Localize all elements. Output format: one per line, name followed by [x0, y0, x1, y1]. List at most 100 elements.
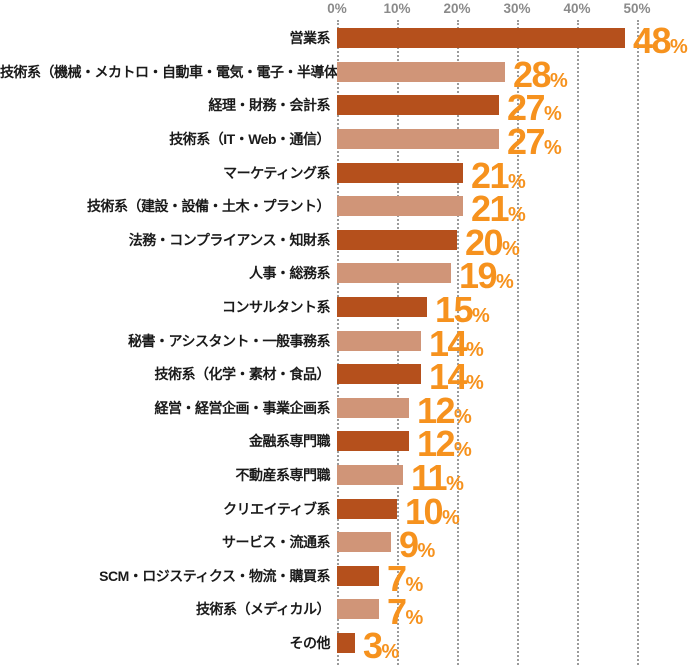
percent-sign: % [544, 137, 562, 160]
bar [337, 95, 499, 116]
gridline [457, 20, 459, 665]
bar-row: 技術系（IT・Web・通信） 27% [0, 122, 691, 160]
bar-row: 人事・総務系 19% [0, 257, 691, 294]
bar-row: 秘書・アシスタント・一般事務系 14% [0, 324, 691, 361]
value-number: 28 [513, 53, 552, 95]
bar-row: マーケティング系 21% [0, 156, 691, 193]
bar [337, 565, 379, 586]
percent-sign: % [472, 305, 490, 328]
percent-sign: % [508, 204, 526, 227]
bar-row: 不動産系専門職 11% [0, 458, 691, 496]
value-number: 48 [633, 20, 672, 62]
percent-sign: % [550, 69, 568, 92]
bar-row: 技術系（メディカル） 7% [0, 593, 691, 630]
bar [337, 263, 451, 284]
category-label: サービス・流通系 [222, 534, 331, 551]
bar [337, 297, 427, 318]
x-tick-label: 10% [383, 1, 411, 16]
value-label: 7% [387, 594, 423, 630]
bar [337, 599, 379, 620]
x-tick-label: 40% [563, 1, 591, 16]
value-number: 3 [363, 624, 383, 666]
bar-row: 技術系（化学・素材・食品） 14% [0, 357, 691, 395]
percent-sign: % [508, 170, 526, 193]
bar [337, 129, 499, 150]
percent-sign: % [670, 36, 688, 59]
category-label: 人事・総務系 [249, 265, 331, 282]
bar [337, 229, 457, 250]
percent-sign: % [442, 506, 460, 529]
value-number: 27 [507, 87, 546, 129]
value-label: 19% [459, 258, 514, 294]
gridline [577, 20, 579, 665]
value-label: 27% [507, 90, 562, 126]
x-tick-label: 0% [327, 1, 347, 16]
value-label: 20% [465, 224, 520, 261]
percent-sign: % [466, 338, 484, 361]
bar-row: 営業系 48% [0, 22, 691, 59]
percent-sign: % [454, 405, 472, 428]
value-label: 21% [471, 157, 526, 194]
bar [337, 196, 463, 217]
percent-sign: % [405, 573, 424, 596]
bar [337, 632, 355, 653]
percent-sign: % [381, 640, 400, 663]
value-label: 14% [429, 359, 484, 395]
value-label: 11% [411, 460, 464, 496]
bar [337, 532, 391, 553]
bar [337, 498, 397, 519]
value-number: 21 [471, 188, 510, 230]
bar [337, 431, 409, 452]
category-label: 不動産系専門職 [235, 467, 331, 484]
category-label: コンサルタント系 [222, 299, 331, 316]
category-label: 技術系（建設・設備・土木・プラント） [87, 198, 331, 215]
percent-sign: % [454, 439, 472, 462]
value-number: 14 [429, 322, 468, 364]
bar-row: 経営・経営企画・事業企画系 12% [0, 391, 691, 428]
category-label: 技術系（機械・メカトロ・自動車・電気・電子・半導体） [0, 63, 352, 80]
value-label: 28% [513, 53, 568, 95]
percent-sign: % [502, 237, 520, 260]
bar-row: サービス・流通系 9% [0, 525, 691, 563]
value-number: 14 [429, 356, 468, 398]
value-label: 27% [507, 124, 562, 160]
category-label: 経理・財務・会計系 [208, 97, 331, 114]
bar [337, 364, 421, 385]
x-tick-label: 50% [623, 1, 651, 16]
category-label: 金融系専門職 [249, 433, 331, 450]
bar [337, 162, 463, 183]
bar-row: 技術系（機械・メカトロ・自動車・電気・電子・半導体） 28% [0, 55, 691, 92]
value-number: 27 [507, 121, 546, 163]
bar-row: 技術系（建設・設備・土木・プラント） 21% [0, 189, 691, 227]
bar-rows: 営業系 48% 技術系（機械・メカトロ・自動車・電気・電子・半導体） 28% 経理・財務… [0, 22, 691, 664]
bar [337, 397, 409, 418]
value-number: 12 [417, 389, 456, 431]
bar-row: SCM・ロジスティクス・物流・購買系 7% [0, 559, 691, 596]
value-label: 3% [363, 624, 400, 666]
value-number: 11 [411, 457, 448, 499]
category-label: 技術系（メディカル） [195, 601, 331, 618]
value-label: 7% [387, 560, 424, 597]
gridline [637, 20, 639, 665]
x-tick-label: 30% [503, 1, 531, 16]
category-label: 営業系 [289, 30, 331, 47]
percent-sign: % [466, 372, 484, 395]
value-number: 15 [435, 289, 474, 331]
value-label: 9% [399, 527, 435, 563]
percent-sign: % [496, 271, 514, 294]
value-label: 48% [633, 23, 688, 59]
percent-sign: % [544, 103, 562, 126]
bar-row: 金融系専門職 12% [0, 425, 691, 462]
value-number: 19 [459, 255, 498, 297]
value-number: 10 [405, 490, 444, 532]
category-label: SCM・ロジスティクス・物流・購買系 [99, 567, 330, 584]
bar-row: その他 3% [0, 626, 691, 663]
bar [337, 28, 625, 49]
category-label: 技術系（IT・Web・通信） [169, 131, 330, 148]
bar-row: クリエイティブ系 10% [0, 492, 691, 529]
value-label: 14% [429, 322, 484, 364]
percent-sign: % [446, 473, 464, 496]
value-label: 12% [417, 426, 472, 462]
bar-row: コンサルタント系 15% [0, 290, 691, 328]
